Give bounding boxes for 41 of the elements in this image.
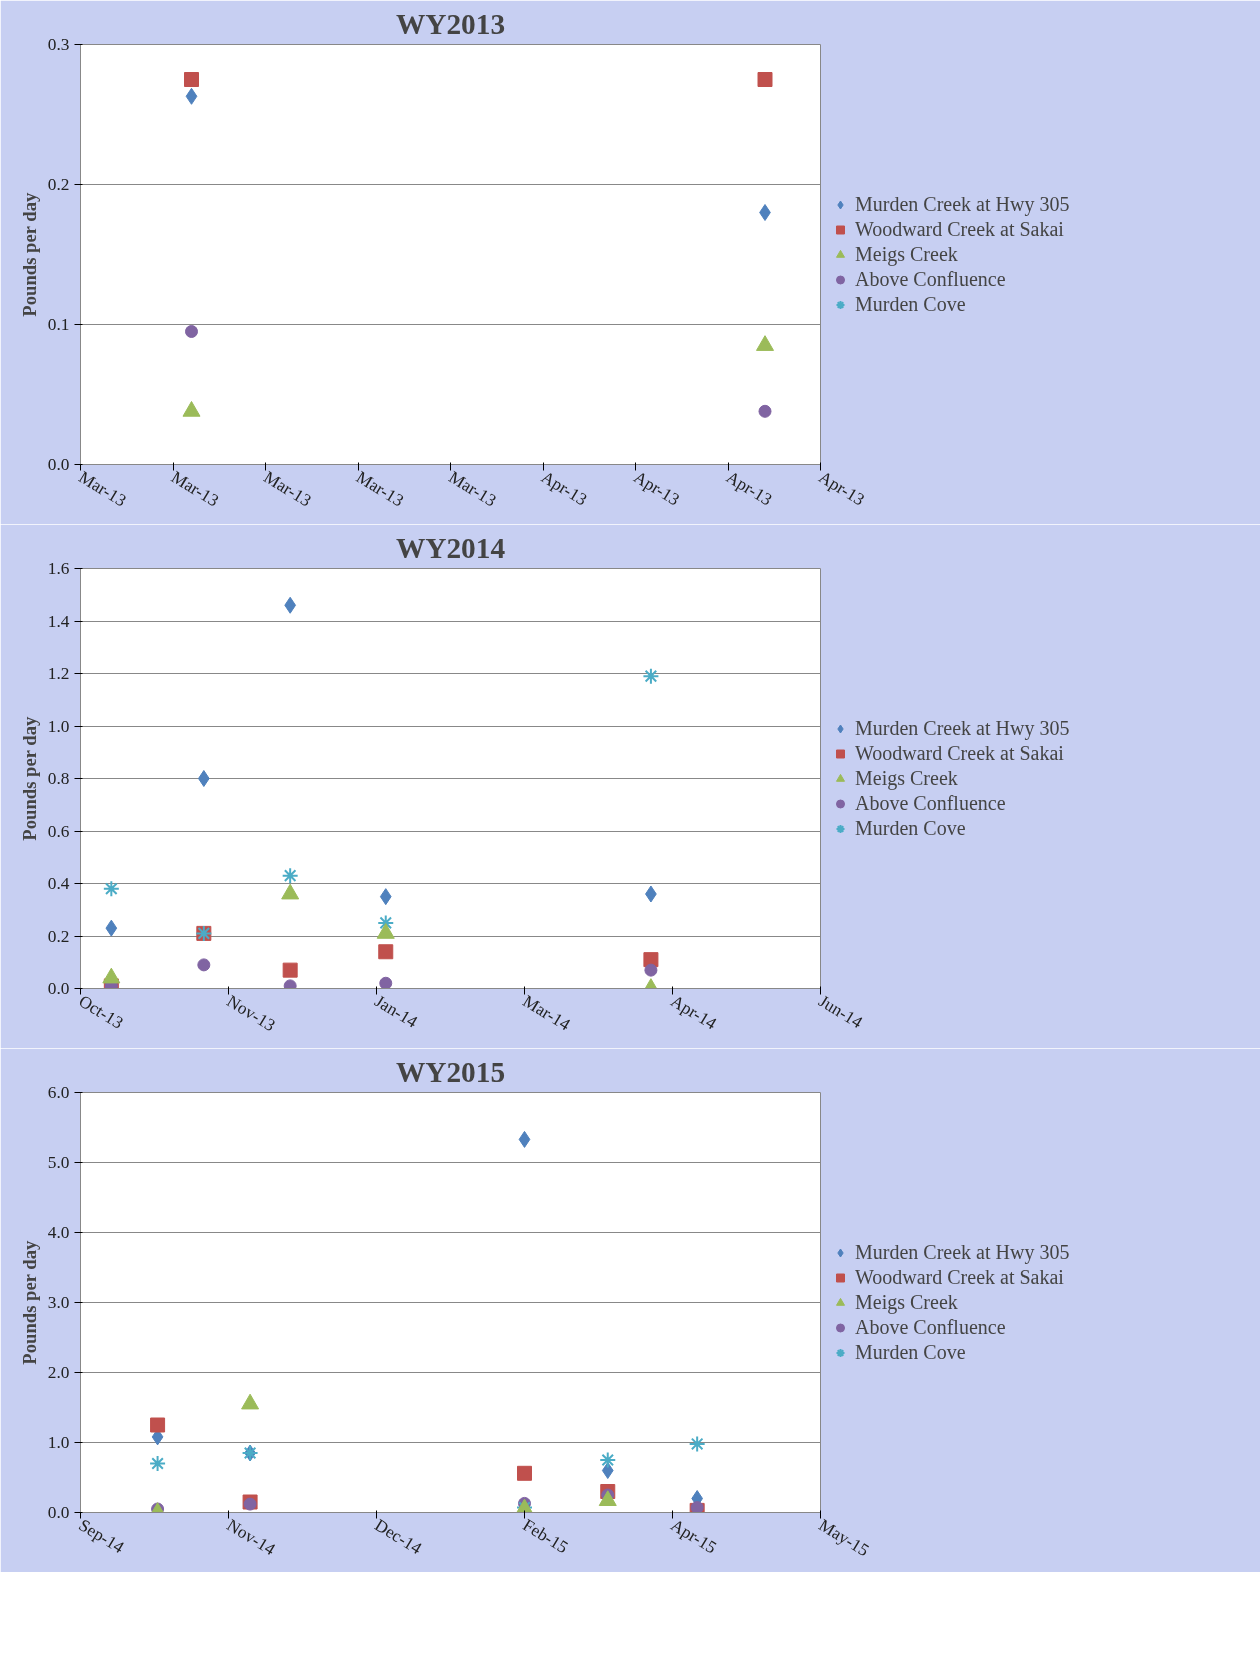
- y-tick-label: 4.0: [47, 1223, 70, 1242]
- y-axis-title: Pounds per day: [18, 1239, 40, 1365]
- y-tick-label: 0.1: [47, 315, 70, 334]
- y-tick-label: 0.6: [47, 821, 70, 841]
- y-tick-label: 0.3: [47, 35, 70, 54]
- legend-label: Above Confluence: [855, 1315, 1006, 1339]
- legend-label: Meigs Creek: [855, 766, 958, 790]
- chart-title: WY2015: [395, 1055, 506, 1088]
- y-tick-label: 0.4: [47, 874, 70, 893]
- legend-label: Meigs Creek: [855, 242, 958, 266]
- y-tick-label: 0.0: [47, 455, 70, 474]
- chart-title: WY2013: [395, 7, 506, 40]
- y-tick-label: 0.0: [47, 979, 70, 998]
- y-tick-label: 2.0: [47, 1363, 70, 1382]
- y-tick-label: 1.2: [47, 664, 70, 683]
- legend-label: Murden Cove: [855, 1340, 966, 1364]
- y-tick-label: 1.4: [47, 611, 70, 631]
- y-tick-label: 1.0: [47, 716, 70, 736]
- chart-title: WY2014: [395, 531, 506, 564]
- y-axis-title: Pounds per day: [18, 715, 40, 841]
- legend-label: Woodward Creek at Sakai: [855, 217, 1064, 241]
- y-tick-label: 0.2: [47, 175, 70, 194]
- y-tick-label: 5.0: [47, 1153, 70, 1172]
- legend-label: Woodward Creek at Sakai: [855, 741, 1064, 765]
- legend-label: Murden Creek at Hwy 305: [855, 192, 1070, 216]
- y-tick-label: 1.0: [47, 1433, 70, 1452]
- legend-label: Above Confluence: [855, 267, 1006, 291]
- y-tick-label: 6.0: [47, 1083, 70, 1102]
- legend-label: Murden Cove: [855, 816, 966, 840]
- y-tick-label: 0.8: [47, 769, 70, 788]
- y-tick-label: 1.6: [47, 559, 70, 578]
- legend-label: Murden Creek at Hwy 305: [855, 1240, 1070, 1264]
- y-tick-label: 0.2: [47, 926, 70, 946]
- legend-label: Murden Creek at Hwy 305: [855, 716, 1070, 740]
- legend-label: Above Confluence: [855, 791, 1006, 815]
- legend-label: Woodward Creek at Sakai: [855, 1265, 1064, 1289]
- y-tick-label: 3.0: [47, 1293, 70, 1312]
- legend-label: Murden Cove: [855, 292, 966, 316]
- legend-label: Meigs Creek: [855, 1290, 958, 1314]
- y-tick-label: 0.0: [47, 1503, 70, 1522]
- y-axis-title: Pounds per day: [18, 191, 40, 317]
